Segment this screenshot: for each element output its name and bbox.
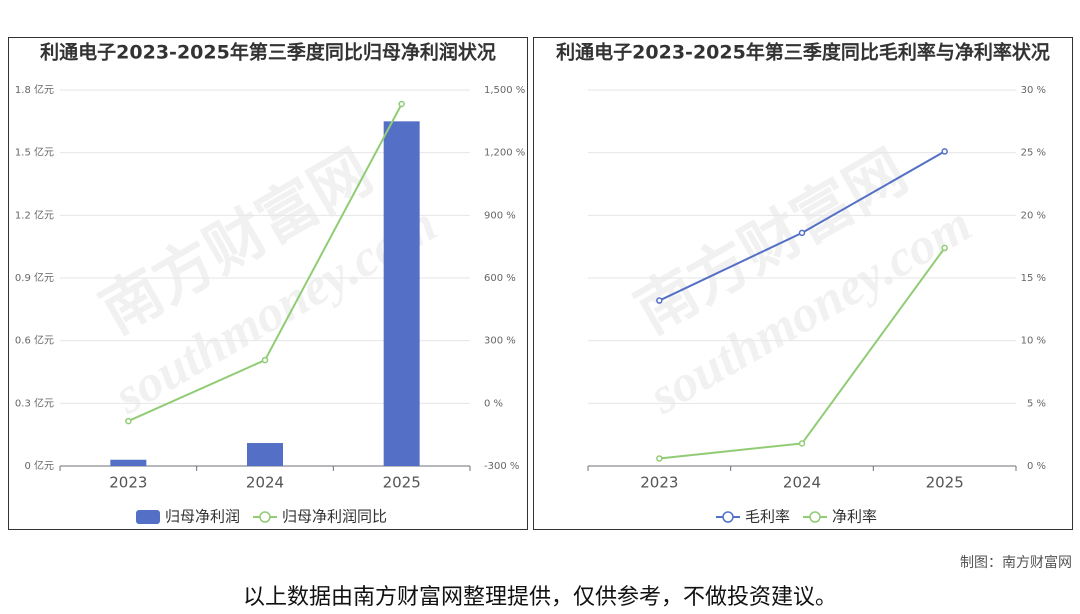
line-point xyxy=(656,455,663,462)
legend-label: 归母净利润同比 xyxy=(282,508,387,526)
panel-border xyxy=(533,37,1073,530)
y2-tick-label: -300 % xyxy=(484,461,519,472)
x-tick-label: 2024 xyxy=(783,474,821,492)
y-tick-label: 5 % xyxy=(1027,398,1046,409)
legend-swatch-point xyxy=(722,511,734,523)
chart-title: 利通电子2023-2025年第三季度同比毛利率与净利率状况 xyxy=(556,41,1050,64)
y-tick-label: 25 % xyxy=(1021,148,1046,159)
y2-tick-label: 0 % xyxy=(484,398,503,409)
y-tick-label: 0.3 亿元 xyxy=(15,396,54,409)
bar xyxy=(247,443,283,466)
y-tick-label: 0.6 亿元 xyxy=(15,334,54,347)
legend-swatch-point xyxy=(259,511,271,523)
y-tick-label: 0 % xyxy=(1027,461,1046,472)
y-tick-label: 1.2 亿元 xyxy=(15,208,54,221)
line-point xyxy=(941,148,948,155)
disclaimer: 以上数据由南方财富网整理提供，仅供参考，不做投资建议。 xyxy=(243,585,837,610)
y-tick-label: 20 % xyxy=(1021,210,1046,221)
y2-tick-label: 300 % xyxy=(484,336,516,347)
line-point xyxy=(656,297,663,304)
y-tick-label: 10 % xyxy=(1021,336,1046,347)
line-point xyxy=(798,440,806,447)
legend-swatch xyxy=(136,510,160,524)
x-tick-label: 2023 xyxy=(109,474,147,492)
bar xyxy=(383,121,420,466)
line-point xyxy=(261,356,269,364)
y-tick-label: 0.9 亿元 xyxy=(15,271,54,284)
y2-tick-label: 600 % xyxy=(484,273,516,284)
line-point xyxy=(398,100,405,108)
x-tick-label: 2025 xyxy=(926,474,964,492)
bar xyxy=(110,459,147,466)
y-tick-label: 1.8 亿元 xyxy=(15,83,54,96)
legend-label: 净利率 xyxy=(832,508,877,526)
line-point xyxy=(941,244,948,252)
x-tick-label: 2025 xyxy=(383,474,421,492)
y2-tick-label: 1,200 % xyxy=(484,148,525,159)
legend-label: 毛利率 xyxy=(745,508,790,526)
chart-title: 利通电子2023-2025年第三季度同比归母净利润状况 xyxy=(40,41,496,64)
y2-tick-label: 900 % xyxy=(484,210,516,221)
panel-border xyxy=(8,37,528,530)
credit: 制图：南方财富网 xyxy=(960,554,1072,571)
line-point xyxy=(125,417,132,425)
x-tick-label: 2024 xyxy=(246,474,284,492)
y-tick-label: 15 % xyxy=(1021,273,1046,284)
legend-swatch-point xyxy=(809,511,821,523)
legend-label: 归母净利润 xyxy=(165,508,240,526)
x-tick-label: 2023 xyxy=(640,474,678,492)
chart-panel: 南方财富网southmoney.com利通电子2023-2025年第三季度同比归… xyxy=(15,41,525,526)
y2-tick-label: 1,500 % xyxy=(484,85,525,96)
y-tick-label: 30 % xyxy=(1021,85,1046,96)
y-tick-label: 1.5 亿元 xyxy=(15,146,54,159)
y-tick-label: 0 亿元 xyxy=(24,459,54,472)
line-point xyxy=(798,229,806,237)
